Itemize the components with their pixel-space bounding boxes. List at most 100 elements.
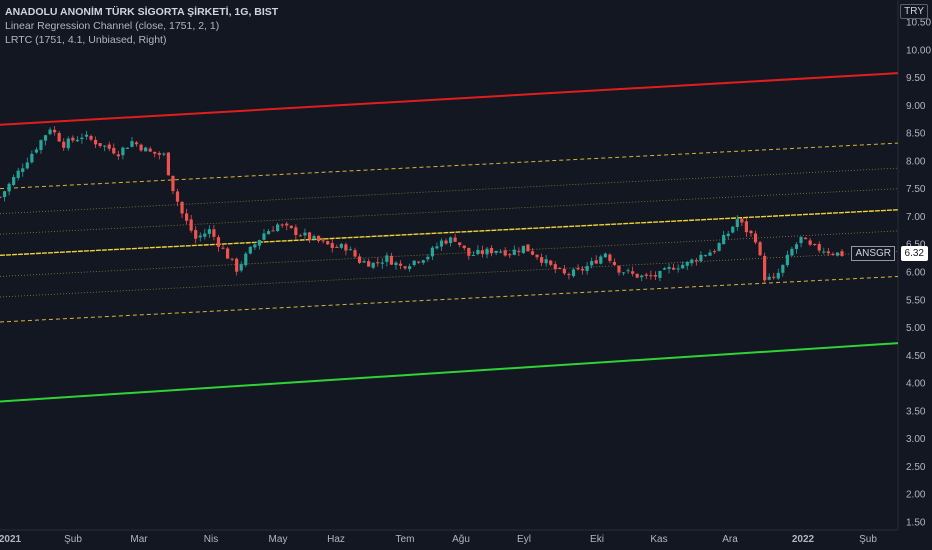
candle-body	[772, 276, 776, 278]
candle-body	[321, 240, 325, 242]
candle-body	[471, 254, 475, 256]
candle-body	[530, 251, 535, 255]
candle-body	[476, 249, 480, 255]
candle-body	[649, 275, 653, 277]
x-tick-label: Ağu	[452, 534, 470, 545]
candle-body	[294, 227, 298, 236]
candle-body	[394, 262, 398, 265]
candlestick-series	[0, 126, 844, 284]
lower-trend-line	[0, 342, 899, 403]
indicator-linear-regression[interactable]: Linear Regression Channel (close, 1751, …	[5, 20, 220, 32]
last-price-value: 6.32	[900, 246, 928, 262]
candle-body	[644, 274, 648, 276]
candle-body	[822, 251, 826, 253]
candle-body	[248, 246, 252, 254]
candle-body	[621, 272, 626, 274]
candle-body	[130, 141, 134, 147]
channel-dotted-line	[0, 167, 899, 215]
candle-body	[98, 143, 102, 147]
candle-body	[39, 140, 43, 151]
candle-body	[749, 230, 753, 234]
candle-body	[508, 254, 512, 256]
y-tick-label: 2.50	[906, 462, 926, 473]
chart-grid	[0, 0, 899, 531]
candle-body	[640, 275, 644, 278]
candle-body	[171, 175, 175, 192]
candle-body	[803, 237, 808, 240]
candle-body	[585, 265, 589, 271]
candle-body	[485, 248, 489, 255]
candle-body	[12, 177, 16, 185]
candle-body	[280, 224, 284, 226]
x-tick-label: Eki	[590, 534, 604, 545]
candle-body	[408, 266, 412, 270]
candle-body	[107, 144, 111, 149]
y-axis: 1.50 2.00 2.50 3.00 3.50 4.00 4.50 5.00 5.50 6.00…	[906, 18, 931, 529]
candle-body	[316, 235, 321, 242]
candle-body	[417, 261, 421, 263]
candle-body	[612, 261, 617, 265]
channel-mid-line	[0, 209, 899, 257]
candle-body	[116, 154, 120, 157]
candle-body	[489, 247, 494, 254]
x-tick-label: Mar	[130, 534, 148, 545]
y-tick-label: 7.00	[906, 212, 926, 223]
candle-body	[198, 235, 202, 238]
candle-body	[631, 271, 635, 274]
candle-body	[189, 219, 193, 231]
candle-body	[180, 201, 184, 214]
candle-body	[453, 237, 457, 242]
candle-body	[162, 153, 166, 155]
candle-body	[694, 260, 698, 262]
candle-body	[448, 237, 453, 244]
candle-body	[230, 258, 234, 260]
candle-body	[80, 137, 84, 140]
candle-body	[367, 261, 371, 267]
candle-body	[480, 250, 485, 255]
candle-body	[817, 244, 821, 251]
candle-body	[75, 139, 79, 142]
x-axis: 2021 Şub Mar Nis May Haz Tem Ağu Eyl Eki Kas Ara 202…	[0, 534, 877, 545]
y-tick-label: 5.50	[906, 295, 926, 306]
candle-body	[376, 262, 380, 264]
candle-body	[540, 257, 544, 263]
candle-body	[703, 255, 708, 257]
candle-body	[781, 264, 785, 273]
candle-body	[212, 229, 216, 237]
y-tick-label: 9.00	[906, 101, 926, 112]
candle-body	[776, 272, 780, 279]
candle-body	[549, 260, 553, 265]
x-tick-label: Nis	[204, 534, 218, 545]
chart-title[interactable]: ANADOLU ANONİM TÜRK SİGORTA ŞİRKETİ, 1G,…	[5, 6, 279, 18]
candle-body	[253, 244, 257, 248]
candle-body	[239, 264, 243, 271]
candle-body	[339, 243, 343, 248]
candle-body	[30, 153, 34, 163]
candle-body	[462, 245, 466, 249]
candle-body	[285, 223, 289, 226]
last-price-symbol: ANSGR	[851, 246, 895, 262]
candle-body	[767, 276, 771, 280]
candle-body	[840, 251, 844, 256]
candle-body	[66, 138, 70, 149]
candle-body	[207, 229, 211, 234]
candle-body	[503, 250, 507, 256]
candle-body	[194, 230, 198, 239]
candle-body	[266, 231, 271, 235]
candle-body	[731, 226, 735, 233]
indicator-lrtc[interactable]: LRTC (1751, 4.1, Unbiased, Right)	[5, 34, 167, 46]
candle-body	[785, 254, 789, 266]
candle-body	[444, 240, 448, 244]
candle-body	[139, 144, 143, 151]
x-tick-label: May	[269, 534, 288, 545]
candle-body	[653, 275, 657, 277]
candle-body	[681, 264, 685, 269]
candle-body	[594, 260, 598, 264]
upper-trend-line	[0, 72, 899, 126]
candle-body	[813, 244, 817, 246]
candle-body	[430, 247, 434, 257]
candle-body	[148, 148, 152, 152]
candle-body	[662, 268, 667, 270]
currency-label[interactable]: TRY	[900, 4, 928, 19]
